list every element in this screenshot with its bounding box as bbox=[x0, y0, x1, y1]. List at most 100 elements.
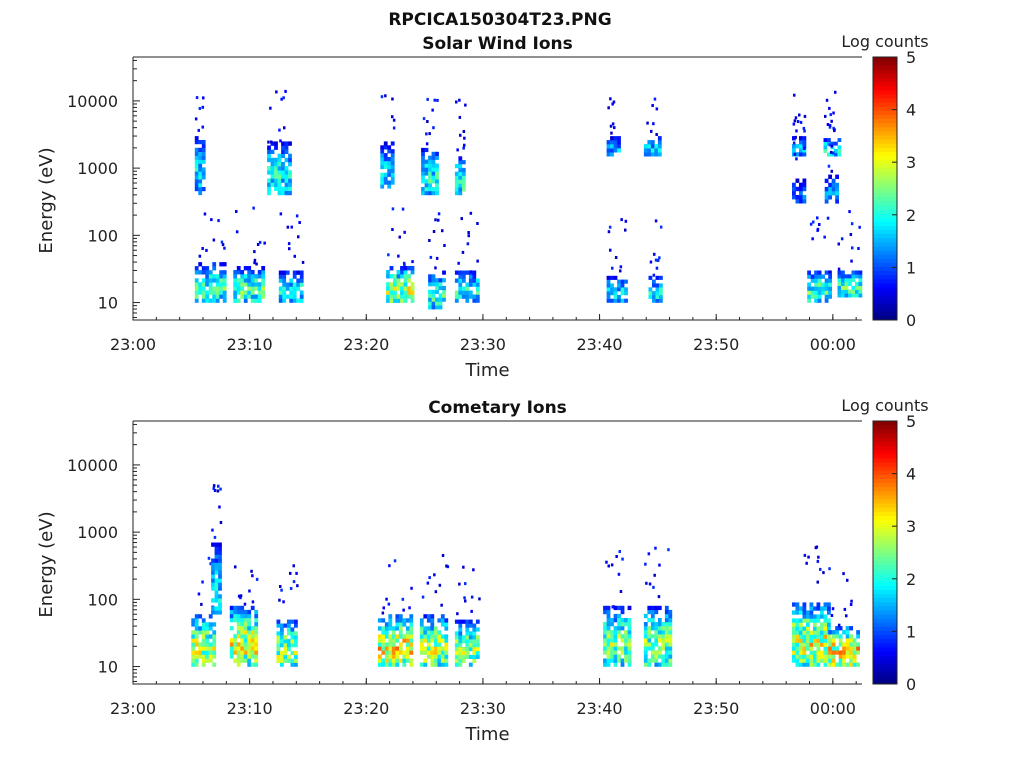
colorbar-segment bbox=[873, 213, 897, 218]
heatmap-cell bbox=[792, 630, 796, 635]
heatmap-cell bbox=[823, 646, 828, 651]
heatmap-cell bbox=[194, 290, 199, 295]
colorbar-segment bbox=[873, 283, 897, 288]
heatmap-cell bbox=[211, 606, 215, 611]
heatmap-cell bbox=[287, 654, 291, 659]
heatmap-cell bbox=[654, 626, 659, 631]
heatmap-cell bbox=[806, 654, 810, 659]
colorbar-segment bbox=[873, 642, 897, 648]
heatmap-cell bbox=[648, 287, 653, 292]
heatmap-cell bbox=[606, 294, 611, 299]
heatmap-cell bbox=[288, 157, 292, 163]
heatmap-cell bbox=[250, 298, 255, 303]
heatmap-cell bbox=[617, 646, 621, 651]
heatmap-cell bbox=[390, 164, 395, 170]
heatmap-cell bbox=[851, 289, 856, 294]
heatmap-cell bbox=[212, 274, 217, 279]
heatmap-cell bbox=[842, 654, 846, 659]
heatmap-cell bbox=[288, 178, 292, 183]
heatmap-cell bbox=[657, 148, 662, 153]
heatmap-cell bbox=[294, 654, 298, 659]
colorbar-segment bbox=[873, 151, 897, 157]
heatmap-cell bbox=[276, 650, 281, 656]
heatmap-cell bbox=[285, 270, 290, 275]
heatmap-cell bbox=[624, 622, 628, 627]
heatmap-cell bbox=[806, 610, 810, 615]
heatmap-cell bbox=[425, 142, 429, 146]
heatmap-cell bbox=[458, 164, 463, 169]
heatmap-cell bbox=[650, 658, 655, 663]
heatmap-cell bbox=[654, 144, 659, 149]
heatmap-cell bbox=[236, 630, 241, 635]
heatmap-cell bbox=[819, 567, 822, 571]
heatmap-cell bbox=[795, 199, 800, 204]
heatmap-cell bbox=[194, 155, 199, 160]
heatmap-cell bbox=[802, 186, 807, 192]
heatmap-cell bbox=[458, 270, 463, 275]
heatmap-cell bbox=[390, 160, 395, 166]
heatmap-cell bbox=[792, 610, 796, 615]
heatmap-cell bbox=[792, 618, 796, 623]
heatmap-cell bbox=[821, 290, 825, 295]
heatmap-cell bbox=[458, 650, 463, 656]
heatmap-cell bbox=[419, 626, 424, 631]
heatmap-cell bbox=[806, 618, 810, 623]
heatmap-cell bbox=[475, 298, 480, 303]
heatmap-cell bbox=[465, 294, 470, 299]
heatmap-cell bbox=[240, 654, 245, 659]
heatmap-cell bbox=[208, 282, 213, 287]
heatmap-cell bbox=[647, 148, 652, 153]
heatmap-cell bbox=[664, 609, 669, 615]
heatmap-cell bbox=[194, 140, 199, 145]
heatmap-cell bbox=[240, 634, 245, 639]
heatmap-cell bbox=[381, 646, 386, 651]
heatmap-cell bbox=[282, 286, 287, 291]
heatmap-cell bbox=[806, 638, 810, 643]
colorbar-segment bbox=[873, 118, 897, 124]
heatmap-cell bbox=[205, 248, 208, 252]
colorbar-segment bbox=[873, 200, 897, 206]
heatmap-cell bbox=[276, 658, 281, 663]
heatmap-cell bbox=[387, 145, 392, 150]
heatmap-cell bbox=[795, 129, 798, 133]
heatmap-cell bbox=[243, 626, 248, 631]
heatmap-cell bbox=[603, 638, 607, 643]
heatmap-cell bbox=[208, 290, 213, 295]
heatmap-cell bbox=[807, 282, 811, 287]
heatmap-cell bbox=[198, 183, 203, 188]
heatmap-cell bbox=[250, 626, 255, 631]
heatmap-cell bbox=[817, 270, 822, 275]
heatmap-cell bbox=[654, 152, 659, 157]
heatmap-cell bbox=[650, 129, 653, 133]
heatmap-cell bbox=[431, 171, 436, 176]
y-axis-label: Energy (eV) bbox=[36, 511, 57, 617]
heatmap-cell bbox=[194, 614, 199, 619]
heatmap-cell bbox=[617, 613, 621, 619]
colorbar-segment bbox=[873, 237, 897, 243]
heatmap-cell bbox=[858, 270, 863, 275]
heatmap-cell bbox=[280, 639, 284, 644]
heatmap-cell bbox=[201, 105, 205, 109]
heatmap-cell bbox=[668, 662, 673, 667]
heatmap-cell bbox=[191, 654, 196, 659]
heatmap-cell bbox=[243, 290, 248, 295]
heatmap-cell bbox=[472, 635, 477, 640]
heatmap-cell bbox=[276, 654, 281, 659]
heatmap-cell bbox=[250, 662, 255, 667]
heatmap-cell bbox=[247, 634, 252, 639]
heatmap-cell bbox=[461, 160, 466, 165]
heatmap-cell bbox=[795, 178, 800, 183]
heatmap-cell bbox=[407, 290, 411, 295]
heatmap-cell bbox=[837, 145, 842, 150]
heatmap-cell bbox=[383, 180, 388, 185]
heatmap-cell bbox=[243, 650, 248, 655]
heatmap-cell bbox=[383, 160, 388, 166]
heatmap-cell bbox=[468, 623, 473, 628]
heatmap-cell bbox=[610, 654, 614, 659]
heatmap-cell bbox=[235, 210, 238, 213]
colorbar-segment bbox=[873, 57, 897, 62]
heatmap-cell bbox=[824, 191, 829, 196]
heatmap-cell bbox=[858, 285, 863, 290]
heatmap-cell bbox=[282, 96, 285, 100]
